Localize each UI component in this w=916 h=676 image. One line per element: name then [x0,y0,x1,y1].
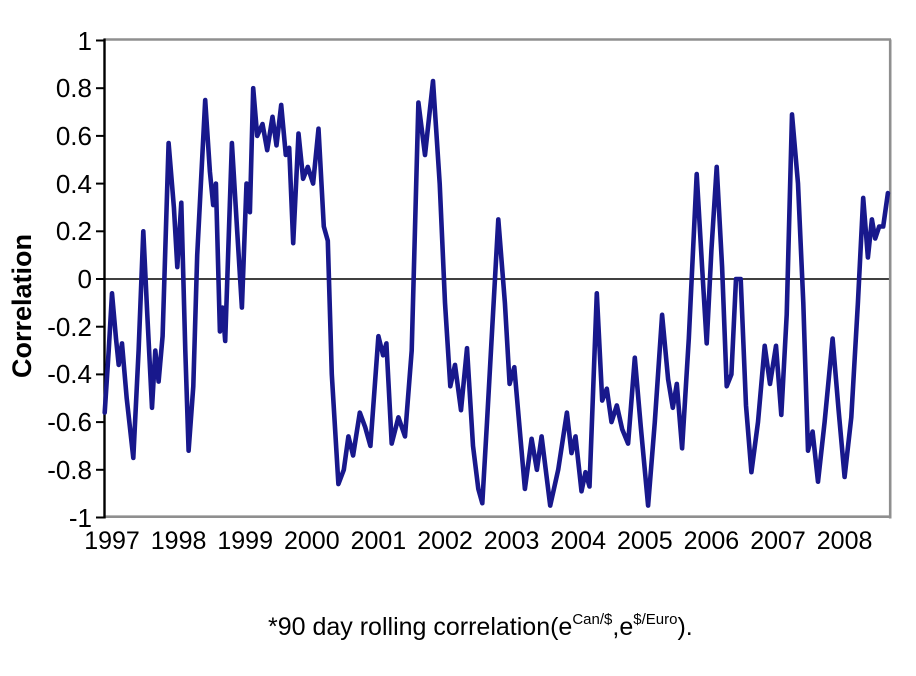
x-tick-label-2005: 2005 [616,527,673,555]
y-tick-label--0.2: -0.2 [47,311,92,342]
caption-text-2: ,e [612,613,634,641]
x-tick-label-2008: 2008 [816,527,873,555]
y-tick-label--0.6: -0.6 [47,407,92,438]
y-tick-label-0: 0 [77,264,92,294]
y-tick-label--1: -1 [68,502,92,533]
y-tick-label-0.2: 0.2 [55,216,92,247]
caption-superscript-dollar-euro: $/Euro [633,610,678,628]
caption-text-3: ). [677,613,693,641]
y-tick-label-0.8: 0.8 [55,73,92,104]
x-tick-label-2001: 2001 [350,527,407,555]
x-tick-label-1997: 1997 [84,527,140,555]
y-tick-label--0.8: -0.8 [47,454,92,485]
x-tick-label-2006: 2006 [683,527,740,555]
y-tick-label-1: 1 [77,25,92,56]
x-tick-label-2000: 2000 [283,527,340,555]
x-tick-label-1998: 1998 [150,527,207,555]
chart-caption: *90 day rolling correlation(eCan/$,e$/Eu… [268,610,693,642]
y-tick-label--0.4: -0.4 [47,359,92,390]
x-tick-label-2004: 2004 [550,527,606,555]
caption-superscript-can-dollar: Can/$ [572,610,613,628]
x-tick-label-2003: 2003 [483,527,540,555]
x-tick-label-2007: 2007 [750,527,806,555]
y-tick-label-0.6: 0.6 [55,120,92,151]
x-tick-label-1999: 1999 [217,527,273,555]
y-tick-label-0.4: 0.4 [55,168,92,199]
x-tick-label-2002: 2002 [417,527,473,555]
correlation-line [102,78,891,508]
caption-text-1: *90 day rolling correlation(e [268,613,573,641]
